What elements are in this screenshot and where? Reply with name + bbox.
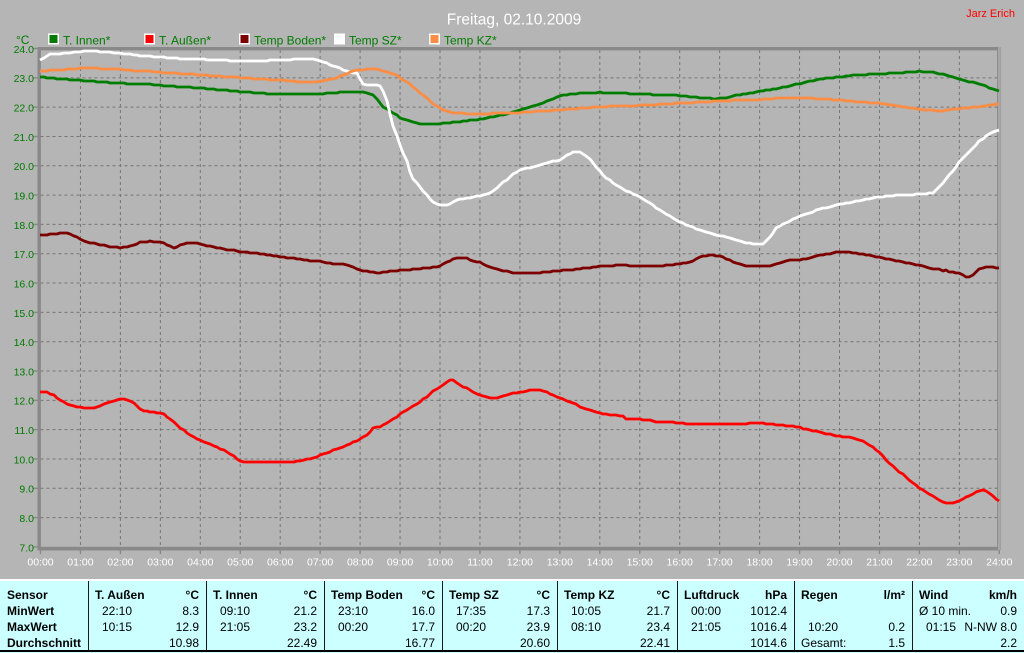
svg-text:18:00: 18:00	[746, 557, 772, 569]
svg-text:17.0: 17.0	[14, 249, 35, 261]
svg-text:Temp KZ*: Temp KZ*	[444, 34, 497, 48]
svg-text:00:00: 00:00	[27, 557, 53, 569]
svg-text:15:00: 15:00	[627, 557, 653, 569]
svg-text:21.0: 21.0	[14, 132, 35, 144]
svg-text:T. Außen*: T. Außen*	[159, 34, 211, 48]
svg-text:24:00: 24:00	[986, 557, 1012, 569]
svg-text:06:00: 06:00	[267, 557, 293, 569]
svg-text:09:00: 09:00	[387, 557, 413, 569]
svg-text:08:00: 08:00	[347, 557, 373, 569]
svg-text:24.0: 24.0	[14, 44, 35, 56]
svg-text:03:00: 03:00	[147, 557, 173, 569]
svg-text:Freitag, 02.10.2009: Freitag, 02.10.2009	[447, 12, 581, 29]
svg-text:T. Innen*: T. Innen*	[63, 34, 111, 48]
svg-text:23:00: 23:00	[946, 557, 972, 569]
svg-text:04:00: 04:00	[187, 557, 213, 569]
svg-text:21:00: 21:00	[866, 557, 892, 569]
svg-text:°C: °C	[16, 33, 30, 47]
svg-text:10:00: 10:00	[427, 557, 453, 569]
svg-text:Jarz Erich: Jarz Erich	[966, 8, 1015, 20]
svg-text:12.0: 12.0	[14, 396, 35, 408]
svg-text:11.0: 11.0	[14, 425, 34, 437]
svg-text:10.0: 10.0	[14, 454, 35, 466]
svg-text:14.0: 14.0	[14, 337, 35, 349]
svg-text:7.0: 7.0	[19, 542, 34, 554]
svg-text:17:00: 17:00	[707, 557, 733, 569]
svg-text:20.0: 20.0	[14, 161, 35, 173]
svg-text:22:00: 22:00	[906, 557, 932, 569]
svg-text:13.0: 13.0	[14, 366, 35, 378]
svg-text:8.0: 8.0	[19, 513, 34, 525]
svg-text:01:00: 01:00	[67, 557, 93, 569]
svg-text:07:00: 07:00	[307, 557, 333, 569]
svg-text:11:00: 11:00	[467, 557, 493, 569]
svg-text:19.0: 19.0	[14, 191, 35, 203]
svg-text:Temp Boden*: Temp Boden*	[254, 34, 326, 48]
svg-text:02:00: 02:00	[107, 557, 133, 569]
svg-text:14:00: 14:00	[587, 557, 613, 569]
svg-text:22.0: 22.0	[14, 103, 35, 115]
svg-text:15.0: 15.0	[14, 308, 35, 320]
svg-text:16.0: 16.0	[14, 278, 35, 290]
svg-text:12:00: 12:00	[507, 557, 533, 569]
svg-text:19:00: 19:00	[786, 557, 812, 569]
svg-text:20:00: 20:00	[826, 557, 852, 569]
svg-text:23.0: 23.0	[14, 73, 35, 85]
svg-text:Temp SZ*: Temp SZ*	[349, 34, 402, 48]
svg-text:9.0: 9.0	[19, 484, 34, 496]
svg-text:13:00: 13:00	[547, 557, 573, 569]
svg-text:18.0: 18.0	[14, 220, 35, 232]
svg-text:05:00: 05:00	[227, 557, 253, 569]
svg-text:16:00: 16:00	[667, 557, 693, 569]
